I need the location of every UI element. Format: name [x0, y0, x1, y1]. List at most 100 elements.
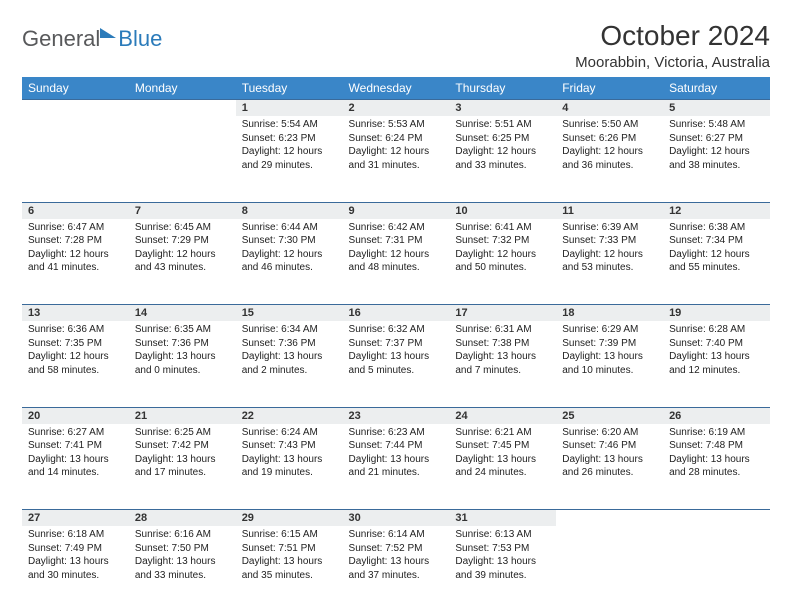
day-detail-cell: Sunrise: 6:20 AMSunset: 7:46 PMDaylight:… [556, 424, 663, 510]
day-number: 25 [562, 410, 574, 422]
sunset-text: Sunset: 7:31 PM [349, 234, 444, 248]
daylight-text: Daylight: 12 hours and 50 minutes. [455, 248, 550, 275]
day-number: 18 [562, 307, 574, 319]
weekday-header: Saturday [663, 77, 770, 100]
daylight-text: Daylight: 13 hours and 35 minutes. [242, 555, 337, 582]
day-number-cell: 25 [556, 407, 663, 424]
sunset-text: Sunset: 7:34 PM [669, 234, 764, 248]
day-number-cell [22, 100, 129, 117]
sunset-text: Sunset: 7:39 PM [562, 337, 657, 351]
daylight-text: Daylight: 12 hours and 36 minutes. [562, 145, 657, 172]
header: General Blue October 2024 Moorabbin, Vic… [22, 20, 770, 71]
day-number-cell: 5 [663, 100, 770, 117]
day-detail-cell: Sunrise: 6:47 AMSunset: 7:28 PMDaylight:… [22, 219, 129, 305]
day-number: 17 [455, 307, 467, 319]
daylight-text: Daylight: 12 hours and 29 minutes. [242, 145, 337, 172]
daylight-text: Daylight: 13 hours and 2 minutes. [242, 350, 337, 377]
daylight-text: Daylight: 13 hours and 39 minutes. [455, 555, 550, 582]
day-detail-cell: Sunrise: 6:18 AMSunset: 7:49 PMDaylight:… [22, 526, 129, 612]
day-number-cell: 26 [663, 407, 770, 424]
day-detail-cell: Sunrise: 6:25 AMSunset: 7:42 PMDaylight:… [129, 424, 236, 510]
sunrise-text: Sunrise: 6:20 AM [562, 426, 657, 440]
day-number: 7 [135, 205, 141, 217]
daylight-text: Daylight: 12 hours and 43 minutes. [135, 248, 230, 275]
day-detail-cell: Sunrise: 5:48 AMSunset: 6:27 PMDaylight:… [663, 116, 770, 202]
day-detail-cell: Sunrise: 5:50 AMSunset: 6:26 PMDaylight:… [556, 116, 663, 202]
day-number-cell: 27 [22, 510, 129, 527]
day-number-cell: 29 [236, 510, 343, 527]
location-label: Moorabbin, Victoria, Australia [575, 54, 770, 71]
day-number: 30 [349, 512, 361, 524]
daylight-text: Daylight: 13 hours and 30 minutes. [28, 555, 123, 582]
day-number: 2 [349, 102, 355, 114]
day-detail-cell: Sunrise: 6:34 AMSunset: 7:36 PMDaylight:… [236, 321, 343, 407]
day-detail-cell: Sunrise: 6:21 AMSunset: 7:45 PMDaylight:… [449, 424, 556, 510]
daylight-text: Daylight: 13 hours and 28 minutes. [669, 453, 764, 480]
daylight-text: Daylight: 12 hours and 41 minutes. [28, 248, 123, 275]
sunrise-text: Sunrise: 6:19 AM [669, 426, 764, 440]
sunrise-text: Sunrise: 6:18 AM [28, 528, 123, 542]
sunrise-text: Sunrise: 6:25 AM [135, 426, 230, 440]
day-detail-cell: Sunrise: 6:42 AMSunset: 7:31 PMDaylight:… [343, 219, 450, 305]
day-detail-cell: Sunrise: 6:24 AMSunset: 7:43 PMDaylight:… [236, 424, 343, 510]
sunset-text: Sunset: 7:52 PM [349, 542, 444, 556]
day-number-cell: 14 [129, 305, 236, 322]
logo-triangle-icon [100, 28, 116, 38]
daylight-text: Daylight: 13 hours and 19 minutes. [242, 453, 337, 480]
weekday-header: Thursday [449, 77, 556, 100]
sunrise-text: Sunrise: 6:36 AM [28, 323, 123, 337]
day-detail-cell: Sunrise: 6:15 AMSunset: 7:51 PMDaylight:… [236, 526, 343, 612]
sunset-text: Sunset: 7:50 PM [135, 542, 230, 556]
day-number: 9 [349, 205, 355, 217]
day-detail-row: Sunrise: 6:18 AMSunset: 7:49 PMDaylight:… [22, 526, 770, 612]
day-number-cell: 9 [343, 202, 450, 219]
day-detail-row: Sunrise: 6:36 AMSunset: 7:35 PMDaylight:… [22, 321, 770, 407]
sunrise-text: Sunrise: 6:47 AM [28, 221, 123, 235]
page-title: October 2024 [575, 20, 770, 52]
sunrise-text: Sunrise: 5:54 AM [242, 118, 337, 132]
sunset-text: Sunset: 6:24 PM [349, 132, 444, 146]
sunset-text: Sunset: 7:53 PM [455, 542, 550, 556]
logo: General Blue [22, 20, 162, 52]
day-number-cell: 16 [343, 305, 450, 322]
sunrise-text: Sunrise: 6:45 AM [135, 221, 230, 235]
day-number: 15 [242, 307, 254, 319]
day-detail-cell [556, 526, 663, 612]
day-number-cell [129, 100, 236, 117]
sunrise-text: Sunrise: 6:21 AM [455, 426, 550, 440]
sunrise-text: Sunrise: 5:48 AM [669, 118, 764, 132]
day-detail-cell: Sunrise: 6:28 AMSunset: 7:40 PMDaylight:… [663, 321, 770, 407]
calendar-table: Sunday Monday Tuesday Wednesday Thursday… [22, 77, 770, 612]
day-detail-cell: Sunrise: 6:44 AMSunset: 7:30 PMDaylight:… [236, 219, 343, 305]
daylight-text: Daylight: 13 hours and 7 minutes. [455, 350, 550, 377]
day-number: 13 [28, 307, 40, 319]
day-detail-row: Sunrise: 6:27 AMSunset: 7:41 PMDaylight:… [22, 424, 770, 510]
day-number: 16 [349, 307, 361, 319]
daylight-text: Daylight: 13 hours and 26 minutes. [562, 453, 657, 480]
sunset-text: Sunset: 7:51 PM [242, 542, 337, 556]
day-number: 28 [135, 512, 147, 524]
daylight-text: Daylight: 13 hours and 37 minutes. [349, 555, 444, 582]
day-number-row: 6789101112 [22, 202, 770, 219]
daylight-text: Daylight: 12 hours and 46 minutes. [242, 248, 337, 275]
daylight-text: Daylight: 13 hours and 14 minutes. [28, 453, 123, 480]
day-detail-cell: Sunrise: 6:36 AMSunset: 7:35 PMDaylight:… [22, 321, 129, 407]
day-detail-cell: Sunrise: 6:31 AMSunset: 7:38 PMDaylight:… [449, 321, 556, 407]
sunset-text: Sunset: 7:48 PM [669, 439, 764, 453]
day-number-cell: 2 [343, 100, 450, 117]
day-number-cell: 1 [236, 100, 343, 117]
day-number: 11 [562, 205, 574, 217]
sunrise-text: Sunrise: 6:23 AM [349, 426, 444, 440]
day-number-cell: 15 [236, 305, 343, 322]
day-number-cell: 11 [556, 202, 663, 219]
day-number-cell: 21 [129, 407, 236, 424]
daylight-text: Daylight: 12 hours and 38 minutes. [669, 145, 764, 172]
day-number-cell: 30 [343, 510, 450, 527]
daylight-text: Daylight: 12 hours and 55 minutes. [669, 248, 764, 275]
sunset-text: Sunset: 7:42 PM [135, 439, 230, 453]
day-number: 29 [242, 512, 254, 524]
day-number: 20 [28, 410, 40, 422]
sunset-text: Sunset: 7:28 PM [28, 234, 123, 248]
day-number: 5 [669, 102, 675, 114]
weekday-header: Sunday [22, 77, 129, 100]
